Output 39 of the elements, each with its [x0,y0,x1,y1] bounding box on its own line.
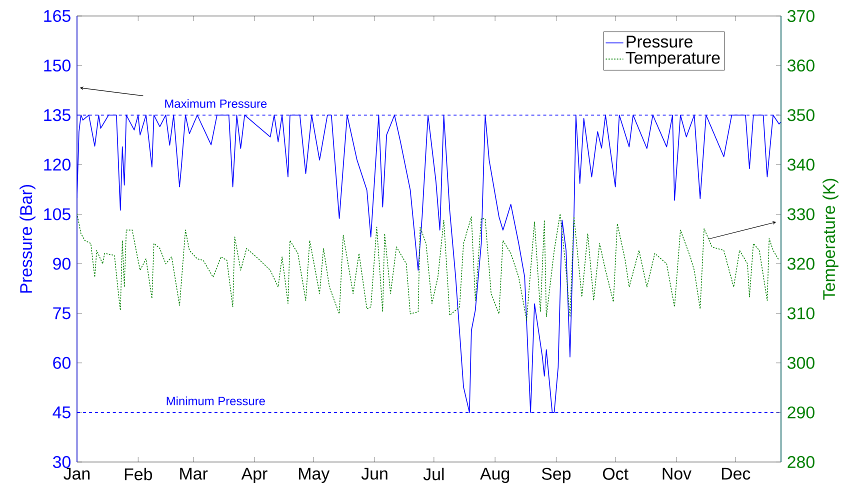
x-tick-label: Feb [124,468,152,480]
x-tick-label: Dec [722,468,750,480]
x-tick-label: Nov [662,468,692,480]
y2-tick-label: 360 [787,60,814,72]
y2-tick-label: 320 [787,258,814,270]
y-tick-label: 150 [44,60,70,72]
legend-label: Temperature [626,52,720,68]
y-tick-label: 165 [44,10,70,22]
y2-tick-label: 280 [788,456,814,468]
x-tick-label: Sep [542,468,571,484]
y2-axis-title: Temperature (K) [822,178,838,300]
ref-line-label: Minimum Pressure [166,396,265,406]
x-tick-label: Jun [361,468,388,480]
y-tick-label: 135 [44,109,70,122]
x-tick-label: Jan [64,468,90,480]
x-tick-label: Aug [480,468,510,484]
legend-label: Pressure [626,36,692,48]
y-tick-label: 90 [53,258,70,270]
y-tick-label: 120 [44,158,70,171]
y-tick-label: 45 [52,406,70,418]
y2-tick-label: 310 [787,307,814,320]
y-axis-title: Pressure (Bar) [20,185,36,293]
x-tick-label: Jul [423,468,444,480]
y-tick-label: 60 [53,356,70,369]
x-tick-label: Mar [180,468,208,480]
y-tick-label: 75 [53,307,70,320]
y2-tick-label: 340 [787,158,814,171]
line-series [77,114,782,413]
x-tick-label: May [299,468,330,484]
x-tick-label: Oct [602,468,628,480]
y-tick-label: 105 [44,208,70,220]
y2-tick-label: 300 [787,356,814,369]
y2-tick-label: 330 [787,208,814,220]
y2-tick-label: 290 [788,406,814,418]
y-tick-label: 30 [52,456,70,468]
y2-tick-label: 350 [787,109,814,122]
x-tick-label: Apr [241,468,268,484]
ref-line-label: Maximum Pressure [165,99,267,108]
y2-tick-label: 370 [787,10,814,22]
